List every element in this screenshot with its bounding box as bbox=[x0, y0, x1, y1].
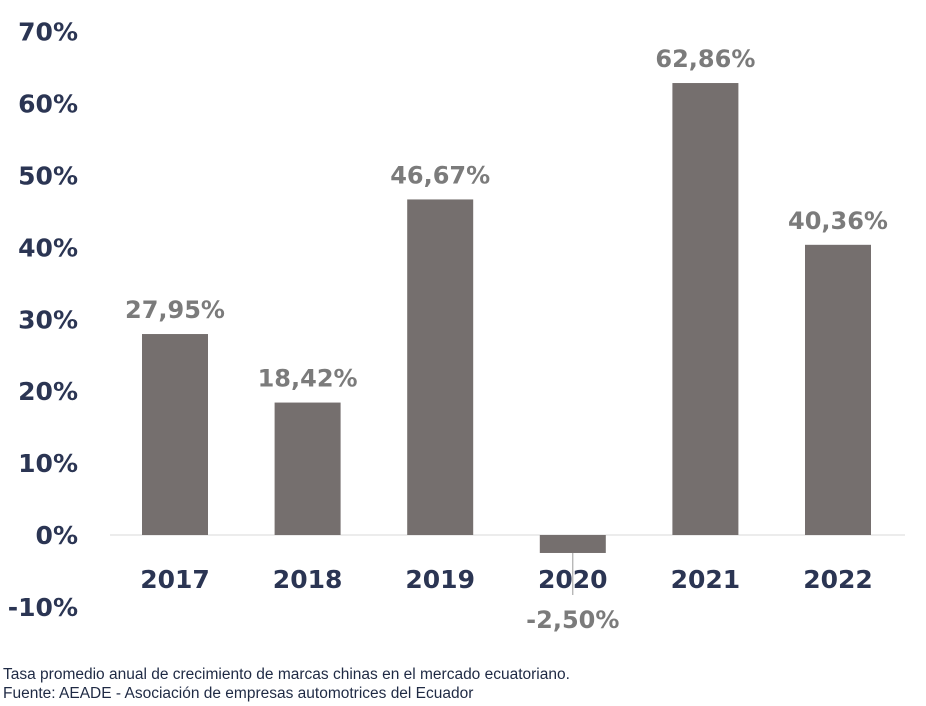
data-label: 40,36% bbox=[788, 207, 888, 235]
data-label: -2,50% bbox=[526, 606, 619, 634]
x-axis: 2017 2018 2019 2020 2021 2022 bbox=[140, 565, 873, 594]
y-tick-label: 10% bbox=[18, 449, 78, 478]
bar-2018 bbox=[274, 402, 341, 535]
y-tick-label: 70% bbox=[18, 18, 78, 47]
y-tick-label: 0% bbox=[36, 521, 78, 550]
data-label: 62,86% bbox=[655, 45, 755, 73]
x-tick-label: 2021 bbox=[671, 565, 741, 594]
y-tick-label: 60% bbox=[18, 90, 78, 119]
data-labels: 27,95% 18,42% 46,67% -2,50% 62,86% 40,36% bbox=[125, 45, 888, 634]
bar-2019 bbox=[407, 199, 474, 536]
data-label: 18,42% bbox=[258, 365, 358, 393]
bar-2020 bbox=[539, 535, 606, 553]
bar-2022 bbox=[805, 244, 871, 536]
x-tick-label: 2022 bbox=[803, 565, 873, 594]
y-axis: 70% 60% 50% 40% 30% 20% 10% 0% -10% bbox=[8, 18, 78, 622]
caption-description: Tasa promedio anual de crecimiento de ma… bbox=[3, 666, 570, 683]
bar-2021 bbox=[672, 83, 739, 536]
y-tick-label: 50% bbox=[18, 162, 78, 191]
data-label: 27,95% bbox=[125, 296, 225, 324]
y-tick-label: 20% bbox=[18, 377, 78, 406]
x-tick-label: 2019 bbox=[405, 565, 475, 594]
bar-2017 bbox=[142, 334, 208, 535]
x-tick-label: 2017 bbox=[140, 565, 210, 594]
caption-source: Fuente: AEADE - Asociación de empresas a… bbox=[3, 685, 474, 702]
bars bbox=[142, 83, 871, 553]
y-tick-label: -10% bbox=[8, 593, 78, 622]
x-tick-label: 2018 bbox=[273, 565, 343, 594]
y-tick-label: 30% bbox=[18, 305, 78, 334]
data-label: 46,67% bbox=[390, 161, 490, 189]
y-tick-label: 40% bbox=[18, 233, 78, 262]
